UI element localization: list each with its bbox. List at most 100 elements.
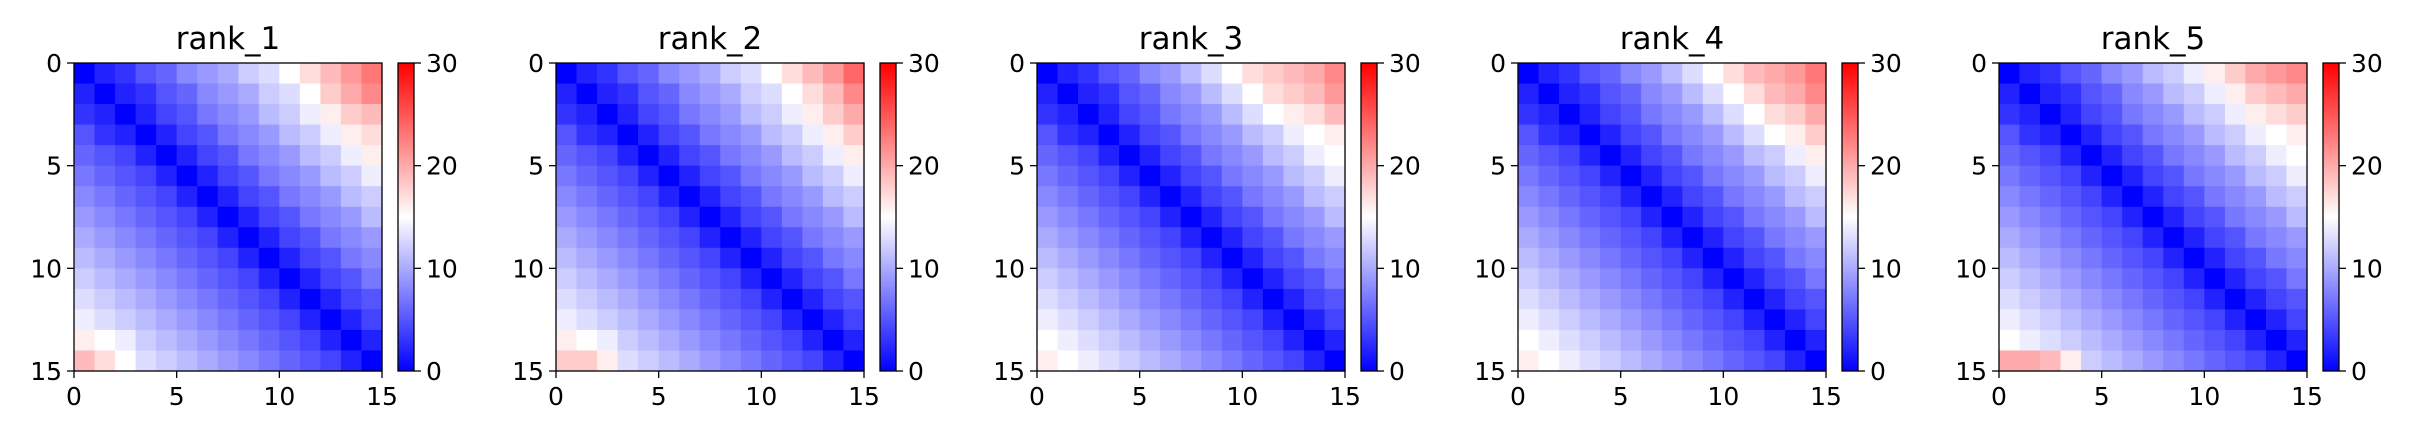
heatmap-cell	[1324, 247, 1346, 269]
heatmap-cell	[576, 124, 598, 146]
heatmap-cell	[1119, 63, 1141, 85]
heatmap-cell	[576, 83, 598, 105]
heatmap-cell	[1661, 288, 1683, 310]
heatmap-cell	[556, 329, 578, 352]
heatmap-cell	[822, 247, 845, 269]
heatmap-cell	[2081, 165, 2103, 187]
heatmap-cell	[176, 165, 198, 187]
heatmap-cell	[1242, 309, 1264, 331]
heatmap-cell	[576, 206, 598, 228]
heatmap-cell	[1641, 124, 1663, 146]
heatmap-cell	[94, 124, 116, 146]
heatmap-cell	[638, 268, 660, 290]
heatmap-cell	[1262, 124, 1284, 146]
heatmap-cell	[1784, 247, 1807, 269]
heatmap-cell	[1559, 268, 1581, 290]
colorbar-tick-label: 30	[426, 49, 458, 78]
heatmap-cell	[74, 350, 96, 372]
heatmap-cell	[699, 268, 721, 290]
y-tick-label: 0	[1009, 49, 1025, 78]
heatmap-cell	[2081, 63, 2103, 85]
heatmap-cell	[340, 83, 363, 105]
heatmap-cell	[1037, 165, 1059, 187]
panel-title: rank_2	[658, 21, 763, 57]
heatmap-cell	[135, 329, 157, 352]
heatmap-cell	[2101, 288, 2123, 310]
heatmap-cell	[1999, 288, 2021, 310]
heatmap-cell	[1057, 329, 1079, 352]
heatmap-cell	[1242, 63, 1264, 85]
heatmap-cell	[2142, 206, 2164, 228]
heatmap-cell	[361, 268, 383, 290]
heatmap-cell	[2122, 206, 2144, 228]
heatmap-cell	[320, 104, 342, 126]
heatmap-cell	[238, 124, 260, 146]
heatmap-cell	[802, 83, 824, 105]
heatmap-cell	[1682, 247, 1704, 269]
heatmap-cell	[1262, 288, 1284, 310]
heatmap-cell	[1283, 288, 1305, 310]
heatmap-cell	[320, 247, 342, 269]
heatmap-cell	[761, 186, 783, 208]
heatmap-cell	[802, 124, 824, 146]
x-tick-label: 0	[1029, 382, 1045, 411]
heatmap-cell	[1037, 83, 1059, 105]
heatmap-cell	[1784, 288, 1807, 310]
heatmap-cell	[1579, 165, 1601, 187]
y-tick-label: 5	[1490, 152, 1506, 181]
heatmap-cell	[699, 83, 721, 105]
heatmap-cell	[1559, 165, 1581, 187]
heatmap-cell	[802, 165, 824, 187]
heatmap-cell	[822, 104, 845, 126]
heatmap-cell	[1805, 350, 1827, 372]
heatmap-cell	[1201, 309, 1223, 331]
heatmap-cell	[1221, 145, 1243, 167]
heatmap-cell	[1098, 124, 1120, 146]
heatmap-cell	[597, 104, 619, 126]
heatmap-cell	[1805, 63, 1827, 85]
heatmap-cell	[1682, 288, 1704, 310]
heatmap-cell	[2060, 309, 2082, 331]
heatmap-cell	[1723, 288, 1745, 310]
heatmap-cell	[2265, 186, 2288, 208]
heatmap-cell	[1743, 288, 1765, 310]
heatmap-cell	[1538, 63, 1560, 85]
heatmap-cell	[617, 268, 639, 290]
heatmap-cell	[2019, 227, 2041, 249]
heatmap-cell	[115, 268, 137, 290]
heatmap-cell	[1805, 165, 1827, 187]
heatmap-cell	[361, 329, 383, 352]
heatmap-cell	[299, 329, 321, 352]
heatmap-cell	[1262, 309, 1284, 331]
heatmap-cell	[1283, 186, 1305, 208]
heatmap-cell	[2163, 83, 2185, 105]
heatmap-cell	[2040, 145, 2062, 167]
heatmap-cell	[1641, 329, 1663, 352]
heatmap-cell	[1201, 288, 1223, 310]
heatmap-cell	[2204, 309, 2226, 331]
heatmap-cell	[1600, 350, 1622, 372]
heatmap-cell	[176, 83, 198, 105]
heatmap-cell	[1682, 206, 1704, 228]
heatmap-cell	[2183, 309, 2205, 331]
heatmap-cell	[299, 206, 321, 228]
heatmap-cell	[1743, 350, 1765, 372]
heatmap-cell	[576, 329, 598, 352]
heatmap-cell	[556, 247, 578, 269]
heatmap-cell	[1283, 83, 1305, 105]
heatmap-cell	[74, 227, 96, 249]
heatmap-cell	[1221, 124, 1243, 146]
heatmap-cell	[135, 247, 157, 269]
heatmap-cell	[1242, 165, 1264, 187]
heatmap-cell	[94, 227, 116, 249]
heatmap-cell	[1579, 63, 1601, 85]
heatmap-cell	[740, 83, 762, 105]
heatmap-cell	[1242, 206, 1264, 228]
heatmap-cell	[1661, 227, 1683, 249]
heatmap-cell	[2122, 350, 2144, 372]
heatmap-cell	[258, 83, 280, 105]
heatmap-cell	[2224, 104, 2246, 126]
x-tick-label: 15	[2291, 382, 2323, 411]
heatmap-cell	[74, 104, 96, 126]
heatmap-cell	[2040, 104, 2062, 126]
